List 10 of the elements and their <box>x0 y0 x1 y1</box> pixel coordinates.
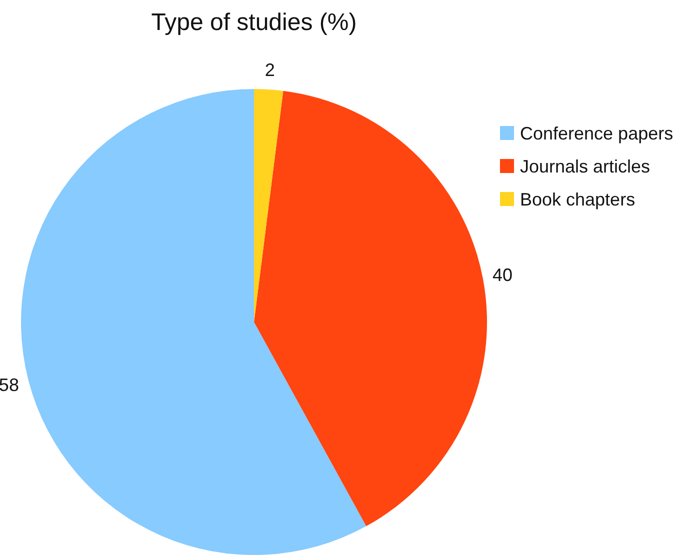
pie-slice <box>254 89 284 322</box>
legend-label: Journals articles <box>520 156 650 176</box>
data-label: 40 <box>492 264 513 285</box>
data-label: 2 <box>264 60 275 80</box>
pie-slice <box>254 90 487 526</box>
data-label: 58 <box>0 375 19 396</box>
legend-label: Conference papers <box>520 123 674 144</box>
pie-slice <box>21 89 366 555</box>
chart-title: Type of studies (%) <box>151 9 357 36</box>
legend-label: Book chapters <box>520 189 636 210</box>
